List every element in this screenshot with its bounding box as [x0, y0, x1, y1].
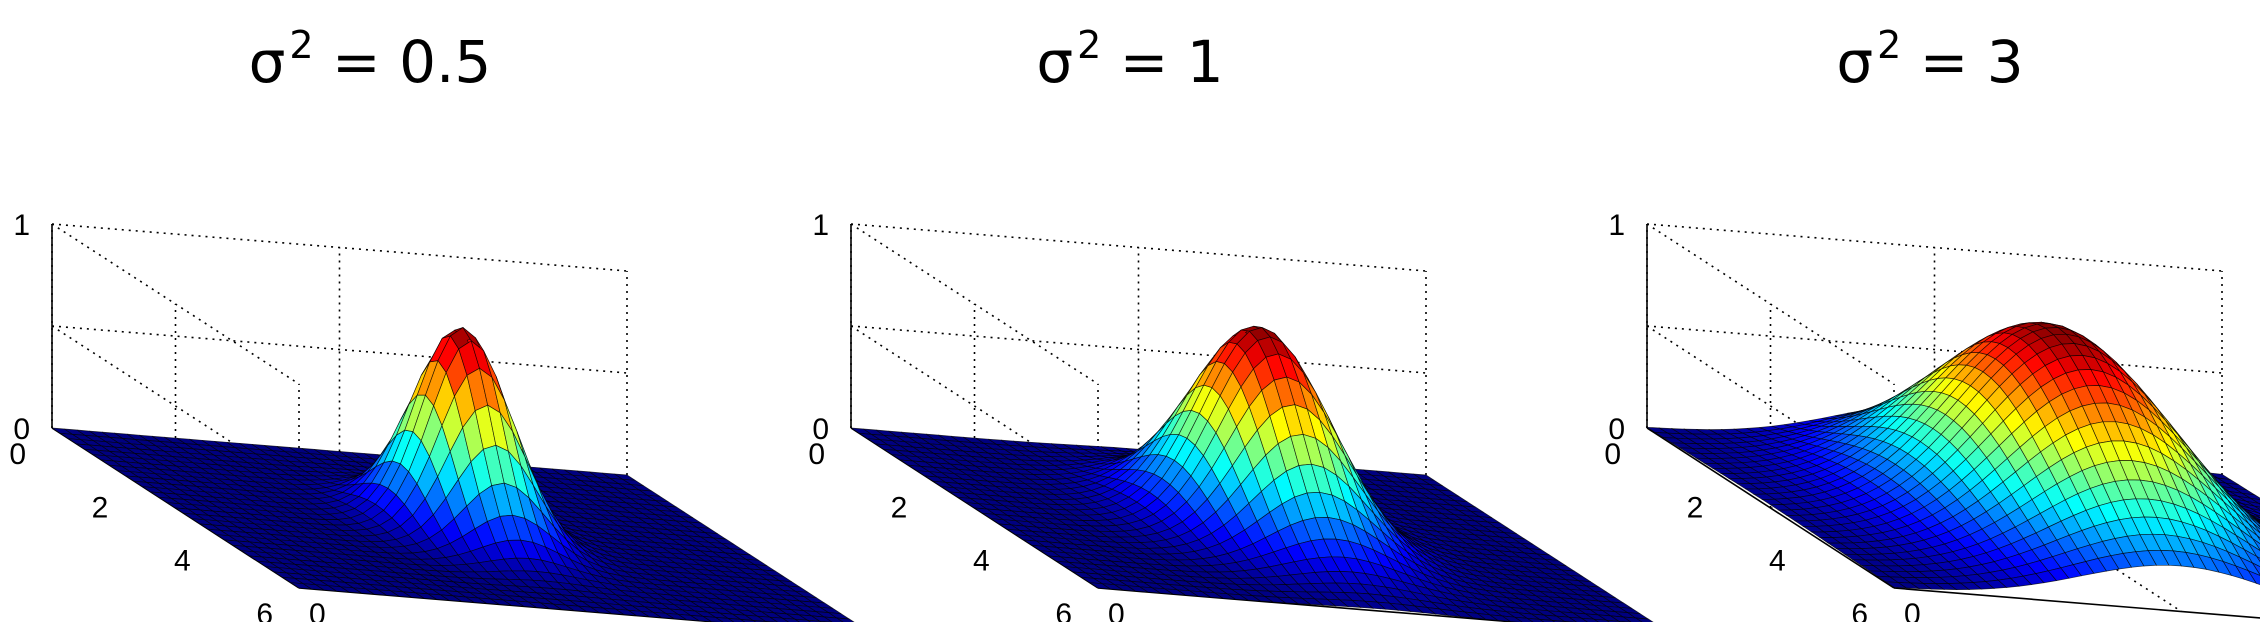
surface-cell	[757, 615, 779, 622]
z-tick-label: 1	[13, 209, 30, 242]
surface-cell	[811, 615, 833, 622]
y-tick-label: 0	[1604, 438, 1621, 471]
x-tick-label: 0	[309, 598, 326, 622]
surface-cell	[703, 616, 724, 622]
y-tick-label: 4	[1769, 545, 1786, 578]
surface-cell	[769, 616, 790, 622]
subplot-sigma2-1: σ2 = 10102460510	[808, 23, 1654, 622]
y-tick-label: 2	[891, 491, 908, 524]
surface-mesh	[1645, 321, 2260, 590]
surface-cell	[794, 618, 811, 622]
surface-mesh	[51, 327, 855, 622]
surface-cell	[740, 619, 757, 622]
z-tick-label: 1	[1608, 209, 1625, 242]
y-tick-label: 2	[92, 491, 109, 524]
y-tick-label: 4	[973, 545, 990, 578]
y-tick-label: 6	[1851, 598, 1868, 622]
y-tick-label: 6	[256, 598, 273, 622]
surface-cell	[824, 616, 844, 622]
z-tick-label: 0	[13, 413, 30, 446]
x-tick-label: 0	[1904, 598, 1921, 622]
y-tick-label: 6	[1055, 598, 1072, 622]
z-tick-label: 1	[812, 209, 829, 242]
x-tick-label: 0	[1108, 598, 1125, 622]
surface-cell	[728, 618, 746, 622]
y-tick-label: 4	[174, 545, 191, 578]
y-tick-label: 0	[808, 438, 825, 471]
tick-labels: 0102460510	[9, 209, 613, 622]
surface-cell	[715, 617, 735, 622]
y-tick-label: 2	[1687, 491, 1704, 524]
subplot-sigma2-3: σ2 = 30102460510	[1604, 23, 2260, 622]
subplot-sigma2-0-5: σ2 = 0.50102460510	[9, 23, 855, 622]
y-tick-label: 0	[9, 438, 26, 471]
